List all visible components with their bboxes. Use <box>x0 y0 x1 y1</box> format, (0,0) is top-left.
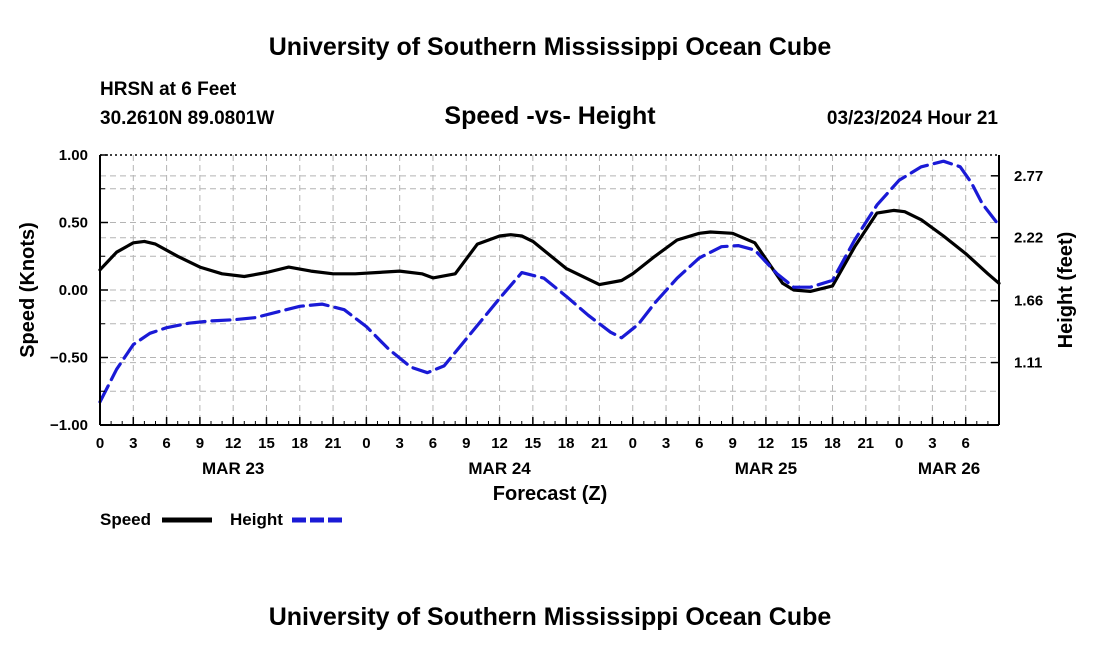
x-tick-label: 18 <box>824 435 841 452</box>
grid-layer <box>100 155 999 425</box>
x-tick-label: 0 <box>362 435 370 452</box>
x-axis-title: Forecast (Z) <box>493 483 607 505</box>
legend-speed-label: Speed <box>100 510 151 529</box>
x-tick-label: 21 <box>591 435 608 452</box>
x-tick-label: 9 <box>462 435 470 452</box>
chart-title: Speed -vs- Height <box>444 102 656 130</box>
x-tick-label: 15 <box>791 435 808 452</box>
y-axis-title: Speed (Knots) <box>17 222 39 358</box>
x-date-label: MAR 23 <box>202 459 264 478</box>
x-tick-label: 12 <box>225 435 242 452</box>
x-date-label: MAR 25 <box>735 459 797 478</box>
x-tick-label: 3 <box>662 435 670 452</box>
y-tick-label: 0.50 <box>59 215 88 232</box>
x-tick-label: 18 <box>558 435 575 452</box>
y-tick-label: −0.50 <box>50 350 88 367</box>
x-tick-label: 9 <box>196 435 204 452</box>
x-tick-label: 21 <box>325 435 342 452</box>
y-tick-label: −1.00 <box>50 417 88 434</box>
bottom-title: University of Southern Mississippi Ocean… <box>269 603 832 631</box>
x-date-label: MAR 24 <box>468 459 531 478</box>
x-tick-label: 0 <box>96 435 104 452</box>
axis-layer: 0 3 6 9 12 15 18 21 0 3 6 9 12 15 18 21 0 3 6 9 12 15 18 21 0 3 6 M… <box>50 147 1043 478</box>
y2-tick-label: 2.22 <box>1014 230 1043 247</box>
timestamp: 03/23/2024 Hour 21 <box>827 108 999 129</box>
y2-tick-label: 2.77 <box>1014 168 1043 185</box>
x-tick-label: 3 <box>395 435 403 452</box>
series-layer <box>98 159 1001 404</box>
x-tick-label: 15 <box>525 435 542 452</box>
x-tick-label: 21 <box>857 435 874 452</box>
x-tick-label: 15 <box>258 435 275 452</box>
x-tick-label: 6 <box>162 435 170 452</box>
series-line-speed <box>98 208 1001 293</box>
x-date-label: MAR 26 <box>918 459 980 478</box>
x-tick-label: 6 <box>429 435 437 452</box>
station-name: HRSN at 6 Feet <box>100 79 237 100</box>
x-tick-label: 6 <box>695 435 703 452</box>
x-tick-label: 3 <box>129 435 137 452</box>
y-tick-label: 1.00 <box>59 147 88 164</box>
y2-tick-label: 1.66 <box>1014 293 1043 310</box>
y-tick-label: 0.00 <box>59 282 88 299</box>
x-tick-label: 3 <box>928 435 936 452</box>
x-tick-label: 12 <box>758 435 775 452</box>
y2-axis-title: Height (feet) <box>1055 232 1077 349</box>
x-tick-label: 18 <box>291 435 308 452</box>
x-tick-label: 0 <box>629 435 637 452</box>
top-title: University of Southern Mississippi Ocean… <box>269 33 832 61</box>
station-coordinates: 30.2610N 89.0801W <box>100 108 274 129</box>
legend: Speed Height <box>100 510 342 529</box>
legend-height-label: Height <box>230 510 283 529</box>
x-tick-label: 12 <box>491 435 508 452</box>
series-line-height <box>98 159 1001 404</box>
y2-tick-label: 1.11 <box>1014 355 1042 372</box>
x-tick-label: 0 <box>895 435 903 452</box>
x-tick-label: 9 <box>728 435 736 452</box>
x-tick-label: 6 <box>962 435 970 452</box>
